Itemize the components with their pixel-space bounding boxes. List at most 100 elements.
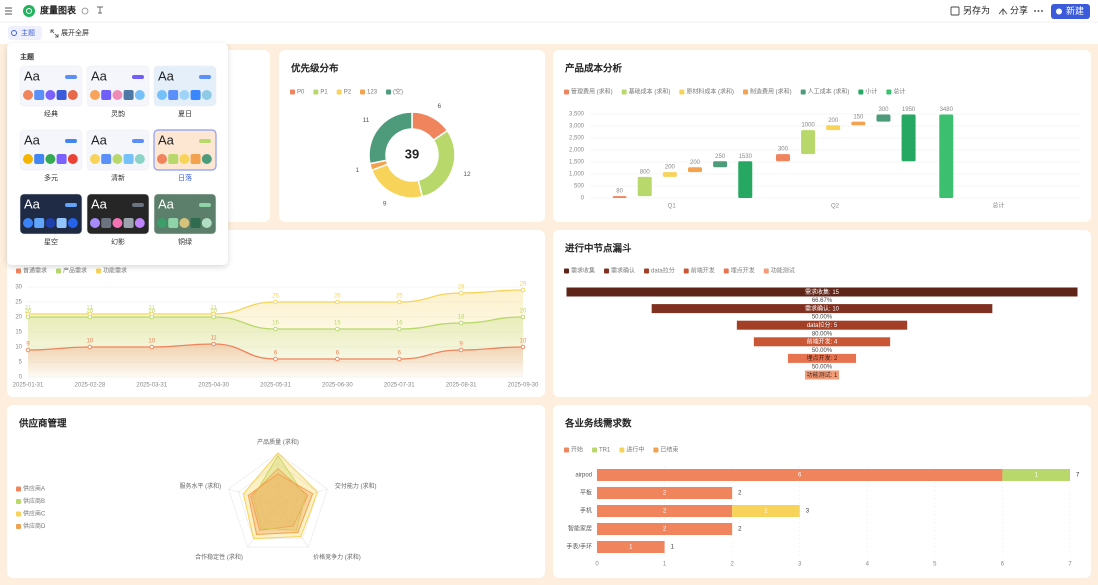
share-button[interactable]: 分享 bbox=[1010, 4, 1028, 15]
tile-swatch bbox=[157, 90, 167, 100]
new-button[interactable] bbox=[1051, 4, 1090, 19]
conversion-label: 80.00% bbox=[812, 331, 833, 337]
save-as-button[interactable]: 另存为 bbox=[963, 4, 990, 15]
fullscreen-button[interactable]: 展开全屏 bbox=[61, 28, 89, 37]
slice-label: 11 bbox=[363, 117, 370, 124]
bar-segment bbox=[597, 523, 733, 535]
radar-grid bbox=[257, 483, 299, 523]
tile-swatch bbox=[168, 90, 179, 100]
point-label: 20 bbox=[25, 309, 32, 315]
x-tick-label: 7 bbox=[1068, 562, 1072, 568]
tile-swatch bbox=[34, 218, 45, 228]
y-tick-label: 智能家居 bbox=[568, 525, 592, 533]
y-tick-label: 平板 bbox=[580, 489, 592, 497]
tile-swatch bbox=[23, 218, 33, 228]
bar-segment bbox=[1002, 469, 1070, 481]
more-button[interactable] bbox=[1034, 10, 1043, 12]
point-label: 21 bbox=[87, 306, 94, 312]
legend-label: 人工成本 (求和) bbox=[808, 88, 850, 96]
point-label: 20 bbox=[148, 309, 155, 315]
radar-axis bbox=[277, 488, 328, 506]
card-title: 各业务线需求数 bbox=[564, 418, 632, 430]
bar-segment bbox=[597, 541, 665, 553]
point bbox=[25, 347, 31, 353]
tile-swatch bbox=[67, 90, 78, 100]
tile-pill bbox=[132, 139, 144, 143]
tile-swatch bbox=[101, 90, 112, 100]
point-label: 16 bbox=[272, 321, 279, 327]
point-label: 6 bbox=[274, 351, 278, 357]
legend-swatch bbox=[763, 268, 769, 274]
legend-label: 开始 bbox=[571, 446, 583, 454]
theme-tile[interactable]: Aa 幻影 bbox=[86, 193, 150, 246]
bar-segment bbox=[597, 505, 733, 517]
y-tick-label: 10 bbox=[15, 345, 22, 351]
save-as-icon[interactable] bbox=[950, 6, 960, 16]
legend-swatch bbox=[644, 268, 650, 274]
tile-swatch bbox=[101, 154, 112, 164]
tile-swatch bbox=[157, 218, 167, 228]
point-label: 9 bbox=[26, 342, 30, 348]
funnel-label: 功能测试: 1 bbox=[807, 371, 838, 379]
legend-swatch bbox=[886, 89, 892, 95]
x-tick-label: 0 bbox=[595, 562, 599, 568]
x-tick-label: Q2 bbox=[831, 204, 840, 210]
point-label: 25 bbox=[272, 294, 279, 300]
theme-tile[interactable]: Aa 铜绿 bbox=[153, 193, 217, 246]
theme-tab-bg[interactable] bbox=[8, 26, 42, 40]
indicator-label: 合作稳定性 (求和) bbox=[195, 553, 243, 561]
theme-tile[interactable]: Aa 夏日 bbox=[153, 65, 217, 118]
page-title: 度量图表 bbox=[40, 4, 77, 15]
bar-label: 150 bbox=[853, 114, 864, 120]
info-icon[interactable] bbox=[81, 7, 89, 15]
waterfall-bar bbox=[637, 176, 652, 197]
tile-label: 清新 bbox=[111, 173, 125, 182]
share-icon[interactable] bbox=[998, 8, 1008, 15]
legend-swatch bbox=[592, 447, 598, 453]
legend-label: data拉分 bbox=[651, 267, 675, 275]
legend-swatch bbox=[743, 89, 749, 95]
point bbox=[458, 290, 464, 296]
tile-pill bbox=[65, 203, 77, 207]
tile-label: 多元 bbox=[44, 173, 58, 182]
tile-sample: Aa bbox=[24, 132, 41, 147]
segment-label: 1 bbox=[1035, 473, 1039, 479]
tile-swatch bbox=[23, 90, 33, 100]
theme-tile[interactable]: Aa 灵韵 bbox=[86, 65, 150, 118]
theme-tile[interactable]: Aa 日落 bbox=[153, 129, 217, 182]
new-button-label[interactable]: 新建 bbox=[1066, 5, 1084, 16]
x-tick-label: 2025-01-31 bbox=[13, 383, 44, 389]
indicator-label: 产品质量 (求和) bbox=[257, 438, 299, 446]
theme-tile[interactable]: Aa 清新 bbox=[86, 129, 150, 182]
new-icon bbox=[1056, 8, 1062, 15]
pin-icon[interactable] bbox=[97, 6, 103, 14]
point-label: 6 bbox=[336, 351, 340, 357]
legend-label: 功能测试 bbox=[771, 267, 795, 275]
tile-pill bbox=[65, 75, 77, 79]
y-tick-label: 20 bbox=[15, 315, 22, 321]
segment-label: 1 bbox=[629, 545, 633, 551]
funnel-label: 需求确认: 10 bbox=[805, 304, 840, 312]
theme-tab[interactable]: 主题 bbox=[21, 28, 35, 37]
theme-tile[interactable]: Aa 星空 bbox=[19, 193, 83, 246]
slice-label: 1 bbox=[356, 167, 360, 174]
point-label: 11 bbox=[211, 336, 218, 342]
segment-label: 6 bbox=[798, 473, 802, 479]
tile-label: 夏日 bbox=[178, 110, 192, 118]
tile-sample: Aa bbox=[24, 196, 41, 211]
tile-label: 星空 bbox=[44, 237, 58, 246]
theme-tile[interactable]: Aa 经典 bbox=[19, 65, 83, 118]
tile-swatch bbox=[112, 90, 123, 100]
tile-swatch bbox=[90, 218, 100, 228]
legend-label: 供应商A bbox=[23, 485, 45, 493]
bar-label: 200 bbox=[828, 118, 839, 124]
indicator-label: 服务水平 (求和) bbox=[179, 482, 221, 490]
theme-tile[interactable]: Aa 多元 bbox=[19, 129, 83, 182]
tile-pill bbox=[199, 75, 211, 79]
funnel-bar bbox=[566, 287, 1078, 297]
y-tick-label: 0 bbox=[19, 375, 23, 381]
legend-label: 功能需求 bbox=[103, 267, 127, 275]
tile-swatch bbox=[123, 154, 134, 164]
sidebar-toggle[interactable] bbox=[5, 7, 12, 15]
